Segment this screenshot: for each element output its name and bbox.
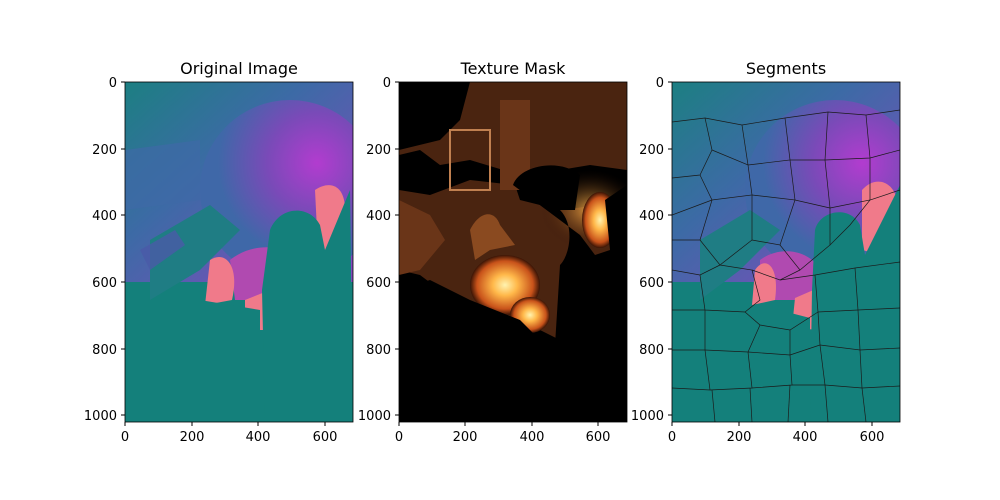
panel-title-texture-mask: Texture Mask: [460, 59, 567, 78]
y-tick-label: 0: [383, 76, 391, 91]
y-tick-label: 200: [92, 143, 117, 158]
panel-texture-mask: Texture Mask 0 200 400 600: [358, 59, 628, 445]
y-tick-label: 200: [639, 143, 664, 158]
x-axis-segments: 0 200 400 600: [668, 422, 885, 445]
segment-boundaries: [672, 109, 900, 422]
y-tick-label: 600: [92, 276, 117, 291]
y-tick-label: 0: [656, 76, 664, 91]
y-tick-label: 200: [366, 143, 391, 158]
y-axis-texture: 0 200 400 600 800 1000: [358, 76, 399, 424]
y-tick-label: 800: [92, 343, 117, 358]
x-tick-label: 0: [395, 430, 403, 445]
y-tick-label: 400: [92, 209, 117, 224]
x-axis-original: 0 200 400 600: [121, 422, 338, 445]
y-tick-label: 600: [639, 276, 664, 291]
panel-segments: Segments: [631, 59, 901, 445]
x-tick-label: 600: [586, 430, 611, 445]
y-axis-original: 0 200 400 600 800 1000: [84, 76, 125, 424]
x-tick-label: 400: [520, 430, 545, 445]
x-axis-texture: 0 200 400 600: [395, 422, 611, 445]
y-tick-label: 1000: [358, 409, 391, 424]
x-tick-label: 400: [246, 430, 271, 445]
x-tick-label: 0: [121, 430, 129, 445]
x-tick-label: 400: [793, 430, 818, 445]
x-tick-label: 0: [668, 430, 676, 445]
panel-original-image: Original Image 0 200 400 600: [84, 59, 354, 445]
y-tick-label: 0: [109, 76, 117, 91]
y-tick-label: 800: [366, 343, 391, 358]
y-tick-label: 1000: [631, 409, 664, 424]
x-tick-label: 600: [313, 430, 338, 445]
x-tick-label: 200: [453, 430, 478, 445]
panel-title-original: Original Image: [180, 59, 298, 78]
original-image: [125, 82, 353, 422]
y-tick-label: 600: [366, 276, 391, 291]
panel-title-segments: Segments: [746, 59, 826, 78]
y-tick-label: 400: [366, 209, 391, 224]
y-axis-segments: 0 200 400 600 800 1000: [631, 76, 672, 424]
x-tick-label: 600: [860, 430, 885, 445]
texture-mask-image: [399, 82, 627, 422]
y-tick-label: 1000: [84, 409, 117, 424]
x-tick-label: 200: [180, 430, 205, 445]
y-tick-label: 800: [639, 343, 664, 358]
y-tick-label: 400: [639, 209, 664, 224]
x-tick-label: 200: [727, 430, 752, 445]
